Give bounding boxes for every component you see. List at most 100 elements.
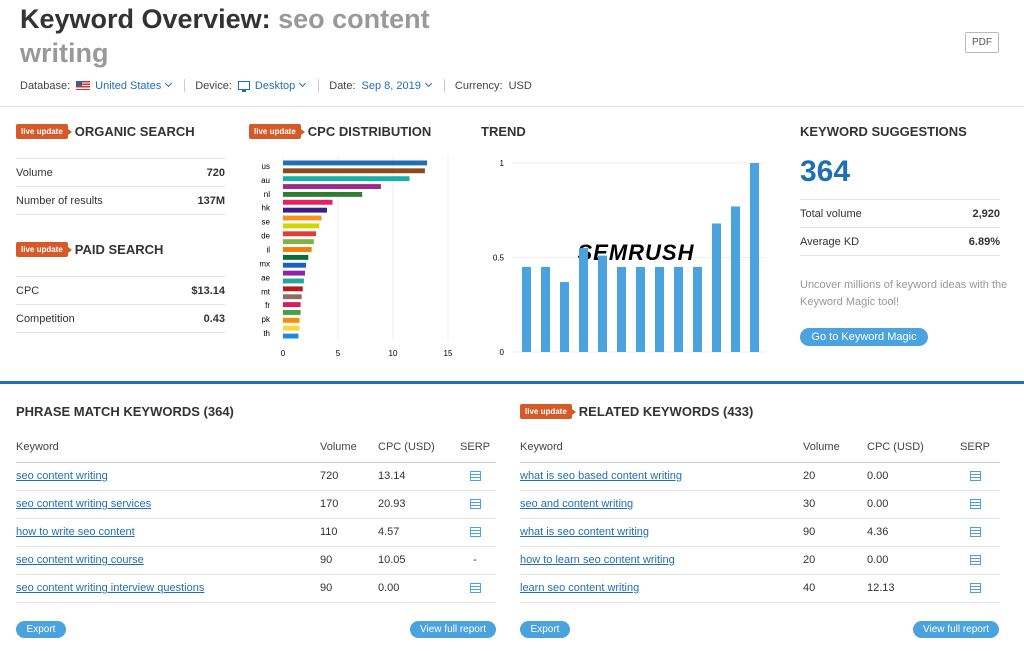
database-dropdown[interactable]: United States xyxy=(76,79,174,92)
serp-cell xyxy=(454,490,496,519)
paid-search-title-text: PAID SEARCH xyxy=(74,242,164,257)
keyword-cell: learn seo content writing xyxy=(520,574,803,603)
paid-search-title: live update PAID SEARCH xyxy=(16,242,163,257)
keyword-link[interactable]: seo content writing xyxy=(16,470,108,482)
live-update-badge: live update xyxy=(249,124,305,139)
related-view-full-report-button[interactable]: View full report xyxy=(913,621,999,638)
cpc-distribution-chart: us au nl hk se de il mx ae mt fr pk th 0 5 10 15 xyxy=(259,156,453,358)
column-volume[interactable]: Volume xyxy=(320,432,378,463)
volume-cell: 170 xyxy=(320,490,378,519)
serp-features-icon[interactable] xyxy=(969,527,981,538)
organic-volume-row: Volume 720 xyxy=(16,159,225,187)
monitor-icon xyxy=(237,80,250,92)
x-tick-label: 0 xyxy=(281,349,286,358)
paid-competition-row: Competition 0.43 xyxy=(16,305,225,333)
keyword-cell: seo and content writing xyxy=(520,490,803,519)
metric-label: Total volume xyxy=(800,207,862,220)
volume-cell: 30 xyxy=(803,490,867,519)
divider xyxy=(318,79,320,92)
date-label: Date: xyxy=(329,79,356,92)
cpc-bar xyxy=(283,262,307,268)
keyword-cell: seo content writing interview questions xyxy=(16,574,320,603)
phrase-view-full-report-button[interactable]: View full report xyxy=(410,621,496,638)
serp-features-icon[interactable] xyxy=(969,499,981,510)
column-keyword[interactable]: Keyword xyxy=(16,432,320,463)
keyword-link[interactable]: seo content writing services xyxy=(16,498,152,510)
serp-cell xyxy=(950,546,1000,575)
related-keywords-title: live update RELATED KEYWORDS (433) xyxy=(520,404,753,419)
trend-bar xyxy=(541,266,550,352)
cpc-cell: 13.14 xyxy=(378,462,454,491)
cpc-cell: 10.05 xyxy=(378,546,454,575)
related-export-button[interactable]: Export xyxy=(520,621,570,638)
currency-value: USD xyxy=(508,79,532,92)
cpc-bar xyxy=(283,160,428,166)
cpc-bar xyxy=(283,325,300,331)
phrase-export-button[interactable]: Export xyxy=(16,621,66,638)
serp-features-icon[interactable] xyxy=(469,471,481,482)
section-divider xyxy=(0,381,1024,384)
serp-features-icon[interactable] xyxy=(969,555,981,566)
organic-search-title-text: ORGANIC SEARCH xyxy=(74,124,195,139)
trend-bar xyxy=(617,266,626,352)
metric-value: $13.14 xyxy=(191,284,225,297)
metric-label: CPC xyxy=(16,284,40,297)
keyword-link[interactable]: how to write seo content xyxy=(16,526,135,538)
y-tick-label: 0.5 xyxy=(493,254,505,263)
country-tick-label: us xyxy=(262,162,270,171)
serp-features-icon[interactable] xyxy=(469,527,481,538)
serp-cell xyxy=(454,462,496,491)
country-tick-label: th xyxy=(263,329,270,338)
live-update-badge: live update xyxy=(16,124,72,139)
keyword-link[interactable]: learn seo content writing xyxy=(520,582,640,594)
keyword-link[interactable]: seo content writing course xyxy=(16,554,144,566)
suggestions-count: 364 xyxy=(800,155,851,188)
country-tick-label: il xyxy=(266,246,270,255)
volume-cell: 40 xyxy=(803,574,867,603)
date-dropdown[interactable]: Sep 8, 2019 xyxy=(362,79,434,92)
average-kd-row: Average KD 6.89% xyxy=(800,228,1000,256)
table-row: seo content writing 720 13.14 xyxy=(16,462,496,491)
device-dropdown[interactable]: Desktop xyxy=(237,79,308,92)
column-cpc[interactable]: CPC (USD) xyxy=(867,432,950,463)
cpc-bar xyxy=(283,278,304,284)
metric-value: 6.89% xyxy=(968,235,1000,248)
keyword-link[interactable]: how to learn seo content writing xyxy=(520,554,675,566)
keyword-link[interactable]: seo content writing interview questions xyxy=(16,582,205,594)
keyword-link[interactable]: what is seo content writing xyxy=(520,526,650,538)
trend-bar xyxy=(693,266,702,352)
keyword-link[interactable]: what is seo based content writing xyxy=(520,470,683,482)
volume-cell: 110 xyxy=(320,518,378,547)
column-volume[interactable]: Volume xyxy=(803,432,867,463)
serp-features-icon[interactable] xyxy=(469,499,481,510)
cpc-cell: 0.00 xyxy=(867,462,950,491)
keyword-link[interactable]: seo and content writing xyxy=(520,498,634,510)
pdf-button[interactable]: PDF xyxy=(965,32,999,53)
serp-features-icon[interactable] xyxy=(969,583,981,594)
cpc-bar xyxy=(283,168,425,174)
table-row: what is seo content writing 90 4.36 xyxy=(520,518,1000,547)
serp-features-icon[interactable] xyxy=(969,471,981,482)
keyword-suggestions-title: KEYWORD SUGGESTIONS xyxy=(800,124,967,139)
serp-features-icon[interactable] xyxy=(469,583,481,594)
metric-value: 720 xyxy=(206,166,225,179)
column-keyword[interactable]: Keyword xyxy=(520,432,803,463)
metric-label: Number of results xyxy=(16,194,103,207)
y-tick-label: 1 xyxy=(500,159,505,168)
volume-cell: 720 xyxy=(320,462,378,491)
country-tick-label: mt xyxy=(261,287,271,296)
column-serp: SERP xyxy=(454,432,496,463)
go-to-keyword-magic-button[interactable]: Go to Keyword Magic xyxy=(800,328,928,346)
semrush-watermark: SEMRUSH xyxy=(577,240,694,265)
column-cpc[interactable]: CPC (USD) xyxy=(378,432,454,463)
metric-value: 2,920 xyxy=(972,207,1000,220)
suggestions-description: Uncover millions of keyword ideas with t… xyxy=(800,279,1008,308)
chevron-down-icon xyxy=(299,79,307,87)
cpc-bar xyxy=(283,286,303,292)
title-keyword-continued: writing xyxy=(20,38,109,68)
country-tick-label: pk xyxy=(262,315,271,324)
cpc-bar xyxy=(283,254,309,260)
trend-title: TREND xyxy=(481,124,526,139)
keyword-cell: seo content writing services xyxy=(16,490,320,519)
chevron-down-icon xyxy=(424,79,432,87)
